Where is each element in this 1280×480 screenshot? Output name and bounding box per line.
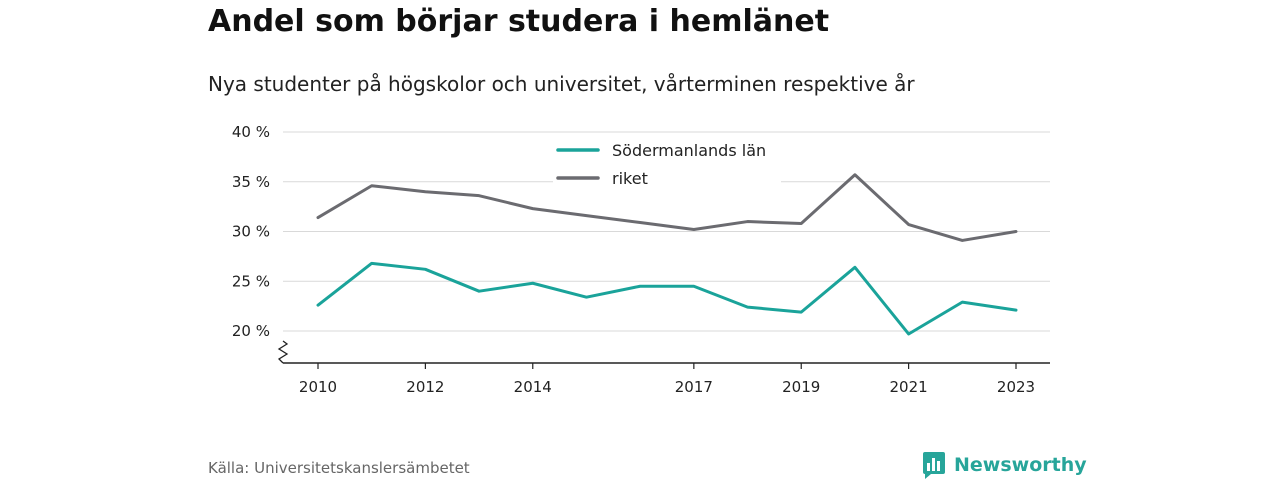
legend-label: Södermanlands län bbox=[612, 141, 766, 160]
series-line-0 bbox=[316, 261, 1018, 336]
legend-label: riket bbox=[612, 169, 648, 188]
y-tick-label: 25 % bbox=[232, 272, 270, 290]
chart-subtitle: Nya studenter på högskolor och universit… bbox=[208, 72, 915, 96]
line-chart: 20 %25 %30 %35 %40 % 2010 2012 2014 2017 201… bbox=[232, 123, 1050, 396]
x-tick-label: 2017 bbox=[675, 378, 713, 396]
brand-name: Newsworthy bbox=[954, 454, 1087, 476]
y-axis-labels: 20 % 25 % 30 % 35 % 40 % bbox=[232, 123, 270, 340]
brand-logo[interactable]: Newsworthy bbox=[922, 451, 1087, 479]
y-tick-label: 35 % bbox=[232, 173, 270, 191]
x-tick-label: 2021 bbox=[890, 378, 928, 396]
series-lines bbox=[316, 173, 1018, 336]
x-axis: 2010 2012 2014 2017 2019 2021 2023 bbox=[277, 340, 1050, 396]
x-tick-label: 2010 bbox=[299, 378, 337, 396]
series-line-1 bbox=[316, 173, 1018, 242]
grid-lines bbox=[283, 131, 1050, 332]
newsworthy-logo-icon bbox=[923, 452, 945, 479]
x-tick-label: 2019 bbox=[782, 378, 820, 396]
source-note: Källa: Universitetskanslersämbetet bbox=[208, 459, 470, 477]
x-tick-label: 2014 bbox=[514, 378, 552, 396]
x-tick-label: 2023 bbox=[997, 378, 1035, 396]
y-tick-label: 20 % bbox=[232, 322, 270, 340]
chart-title: Andel som börjar studera i hemlänet bbox=[208, 4, 830, 39]
legend: Södermanlands län riket bbox=[553, 139, 781, 188]
x-tick-label: 2012 bbox=[406, 378, 444, 396]
y-tick-label: 40 % bbox=[232, 123, 270, 141]
axis-break-icon bbox=[277, 340, 289, 364]
y-tick-label: 30 % bbox=[232, 223, 270, 241]
